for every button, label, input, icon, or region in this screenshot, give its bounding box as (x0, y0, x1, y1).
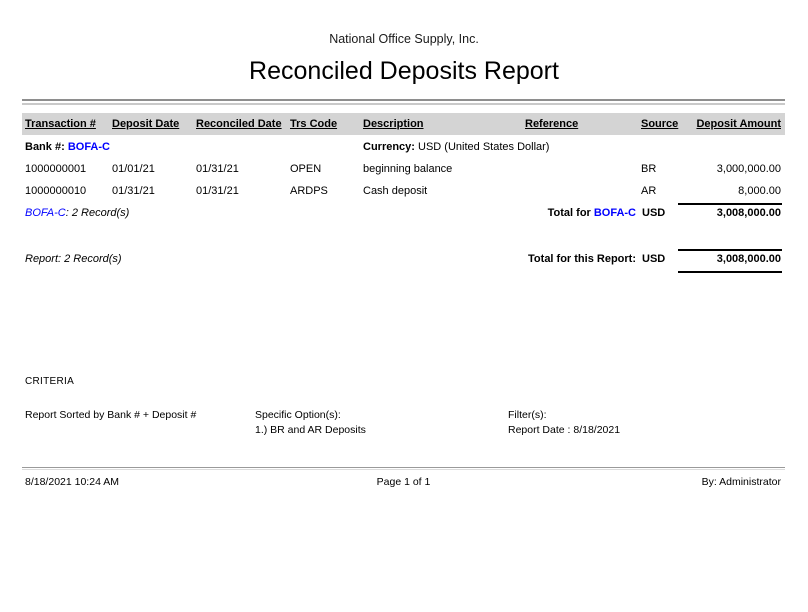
report-total-rule-top (678, 249, 782, 251)
footer-generated-by: By: Administrator (701, 476, 781, 488)
report-total-rule-bottom (678, 271, 782, 273)
criteria-filters: Filter(s): Report Date : 8/18/2021 (508, 408, 620, 438)
bank-total-row: BOFA-C: 2 Record(s) Total for BOFA-C USD … (22, 206, 785, 222)
bank-record-count: BOFA-C: 2 Record(s) (25, 207, 129, 219)
bank-link[interactable]: BOFA-C (25, 207, 66, 219)
cell-reconciled-date: 01/31/21 (196, 185, 239, 197)
report-total-amount: 3,008,000.00 (716, 253, 781, 265)
report-total-currency: USD (642, 253, 666, 265)
cell-trs-code: OPEN (290, 163, 322, 175)
footer-timestamp: 8/18/2021 10:24 AM (25, 476, 119, 488)
currency-value: USD (United States Dollar) (418, 141, 550, 153)
specific-options-value: 1.) BR and AR Deposits (255, 424, 366, 436)
cell-description: Cash deposit (363, 185, 428, 197)
page-footer: 8/18/2021 10:24 AM Page 1 of 1 By: Admin… (22, 476, 785, 490)
cell-trs-code: ARDPS (290, 185, 328, 197)
filters-value: Report Date : 8/18/2021 (508, 424, 621, 436)
cell-transaction: 1000000001 (25, 163, 87, 175)
criteria-specific-options: Specific Option(s): 1.) BR and AR Deposi… (255, 408, 366, 438)
bank-link[interactable]: BOFA-C (67, 141, 110, 153)
report-title: Reconciled Deposits Report (249, 57, 559, 85)
currency-label: Currency: (363, 141, 415, 153)
criteria-sorted-by: Report Sorted by Bank # + Deposit # (25, 409, 197, 421)
specific-options-label: Specific Option(s): (255, 409, 341, 421)
table-header-row: Transaction # Deposit Date Reconciled Da… (22, 113, 785, 135)
bank-total-amount: 3,008,000.00 (716, 207, 781, 219)
cell-reconciled-date: 01/31/21 (196, 163, 239, 175)
report-record-count: Report: 2 Record(s) (25, 253, 122, 265)
bank-group-row: Bank #: BOFA-C Currency: USD (United Sta… (22, 139, 785, 155)
column-header-deposit-date: Deposit Date (112, 118, 180, 130)
footer-page-number: Page 1 of 1 (376, 476, 431, 488)
footer-divider (22, 467, 785, 470)
cell-description: beginning balance (363, 163, 453, 175)
column-header-reference: Reference (525, 118, 579, 130)
report-total-row: Report: 2 Record(s) Total for this Repor… (22, 252, 785, 268)
column-header-source: Source (641, 118, 679, 130)
column-header-deposit-amount: Deposit Amount (696, 118, 781, 130)
cell-deposit-date: 01/01/21 (112, 163, 155, 175)
bank-total-label: Total for BOFA-C (548, 207, 636, 219)
currency-cell: Currency: USD (United States Dollar) (363, 141, 549, 153)
cell-amount: 3,000,000.00 (716, 163, 781, 175)
cell-deposit-date: 01/31/21 (112, 185, 155, 197)
table-row: 1000000010 01/31/21 01/31/21 ARDPS Cash … (22, 183, 785, 199)
bank-label: Bank #: (25, 141, 65, 153)
bank-total-label-text: Total for (547, 207, 591, 219)
bank-link[interactable]: BOFA-C (593, 207, 636, 219)
filters-label: Filter(s): (508, 409, 547, 421)
title-divider (22, 99, 785, 105)
bank-total-rule (678, 203, 782, 205)
cell-transaction: 1000000010 (25, 185, 87, 197)
criteria-heading: CRITERIA (25, 376, 75, 387)
column-header-reconciled-date: Reconciled Date (196, 118, 282, 130)
report-total-label: Total for this Report: (528, 253, 636, 265)
bank-record-count-text: : 2 Record(s) (65, 207, 130, 219)
bank-group-cell: Bank #: BOFA-C (25, 141, 363, 153)
cell-source: BR (641, 163, 657, 175)
cell-source: AR (641, 185, 657, 197)
column-header-description: Description (363, 118, 424, 130)
table-row: 1000000001 01/01/21 01/31/21 OPEN beginn… (22, 161, 785, 177)
column-header-trs-code: Trs Code (290, 118, 338, 130)
company-name: National Office Supply, Inc. (329, 32, 479, 46)
bank-total-currency: USD (642, 207, 666, 219)
column-header-transaction: Transaction # (25, 118, 96, 130)
cell-amount: 8,000.00 (738, 185, 781, 197)
